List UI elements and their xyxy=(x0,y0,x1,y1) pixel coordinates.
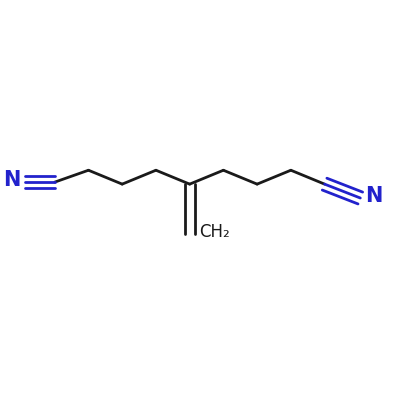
Text: N: N xyxy=(365,186,382,206)
Text: CH₂: CH₂ xyxy=(200,223,230,241)
Text: N: N xyxy=(3,170,20,190)
